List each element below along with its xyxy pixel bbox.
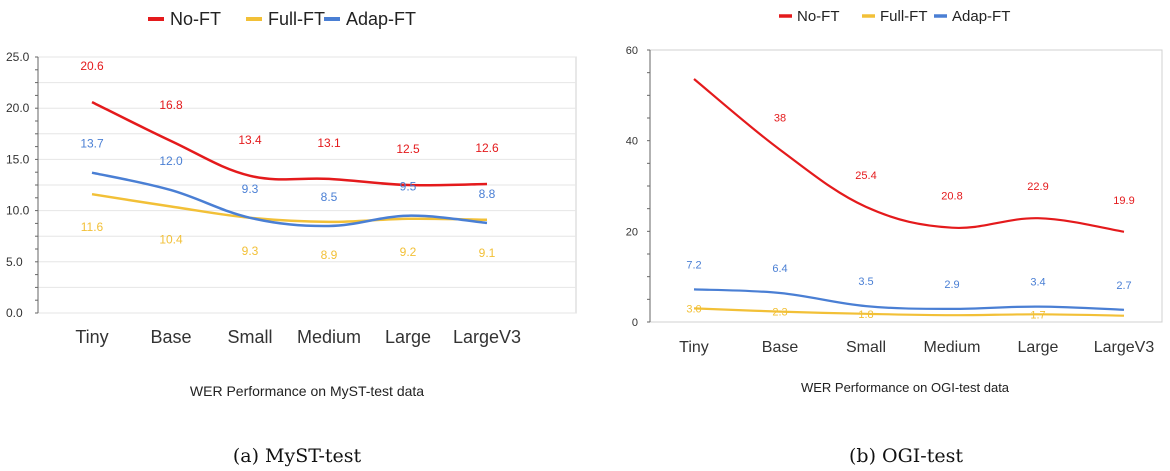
- chart-a-legend: No-FT Full-FT Adap-FT: [148, 9, 416, 29]
- chart-b-legend-label: No-FT: [797, 8, 840, 25]
- chart-a-y-tick-label: 20.0: [6, 101, 30, 115]
- chart-b-data-label: 2.7: [1116, 280, 1131, 292]
- chart-a-subcaption: (a) MyST-test: [233, 445, 362, 467]
- chart-a-y-tick-label: 25.0: [6, 50, 30, 64]
- chart-b-data-label: 7.2: [686, 259, 701, 271]
- chart-a-series-line-adap-ft: [91, 171, 488, 228]
- chart-a-data-label: 9.3: [242, 182, 259, 196]
- chart-b-legend: No-FT Full-FT Adap-FT: [779, 8, 1010, 25]
- chart-a-data-label: 20.6: [80, 59, 104, 73]
- chart-b-data-label: 3.0: [686, 303, 701, 315]
- chart-a-data-labels: 20.6 16.8 13.4 13.1 12.5 12.6 11.6 10.4 9.3 8.9 9.…: [80, 59, 499, 262]
- chart-b-legend-label: Adap-FT: [952, 8, 1010, 25]
- chart-a-data-label: 13.7: [80, 137, 104, 151]
- chart-a-x-tick-label: Tiny: [75, 327, 108, 347]
- chart-a-data-label: 13.1: [317, 136, 341, 150]
- chart-b-data-label: 25.4: [855, 170, 876, 182]
- chart-a-title: WER Performance on MyST-test data: [190, 383, 424, 399]
- chart-a-y-ticks: 0.0 5.0 10.0 15.0 20.0 25.0: [6, 50, 38, 320]
- chart-a-y-tick-label: 15.0: [6, 152, 30, 166]
- chart-b-x-ticks: Tiny Base Small Medium Large LargeV3: [679, 339, 1154, 356]
- chart-a-data-label: 9.5: [400, 180, 417, 194]
- chart-b-data-label: 20.8: [941, 191, 962, 203]
- chart-a-y-tick-label: 0.0: [6, 306, 23, 320]
- chart-b-x-tick-label: Large: [1018, 339, 1059, 356]
- chart-a-gridlines: [38, 56, 576, 314]
- chart-a-y-tick-label: 10.0: [6, 204, 30, 218]
- chart-b-x-tick-label: Small: [846, 339, 886, 356]
- chart-b-plot-frame: [649, 49, 1163, 323]
- chart-b-series-line-adap-ft: [693, 288, 1125, 311]
- chart-a-data-label: 12.6: [475, 141, 499, 155]
- chart-b-data-label: 2.3: [772, 307, 787, 319]
- chart-a-data-label: 8.8: [479, 187, 496, 201]
- chart-b-data-label: 3.4: [1030, 277, 1045, 289]
- chart-b-x-tick-label: Base: [762, 339, 799, 356]
- chart-a-x-tick-label: Large: [385, 327, 431, 347]
- chart-a-x-ticks: Tiny Base Small Medium Large LargeV3: [75, 327, 521, 347]
- chart-a: 0.0 5.0 10.0 15.0 20.0 25.0 Tiny Base Small Medi…: [6, 9, 577, 467]
- chart-b-data-label: 1.7: [1030, 309, 1045, 321]
- chart-a-data-label: 8.5: [321, 190, 338, 204]
- chart-b-series-line-full-ft: [693, 307, 1125, 317]
- chart-b-data-label: 6.4: [772, 263, 787, 275]
- chart-a-x-tick-label: LargeV3: [453, 327, 521, 347]
- chart-a-legend-label: Full-FT: [268, 9, 325, 29]
- chart-a-series: [91, 100, 488, 228]
- chart-a-data-label: 11.6: [81, 220, 104, 234]
- chart-a-series-line-full-ft: [91, 192, 488, 224]
- chart-b-y-tick-label: 0: [632, 317, 638, 329]
- chart-b-data-labels: 38 25.4 20.8 22.9 19.9 3.0 2.3 1.8 1.7 7.2 6.4 3.5 2…: [686, 113, 1134, 322]
- chart-a-data-label: 8.9: [321, 248, 338, 262]
- chart-b-data-label: 1.8: [858, 309, 873, 321]
- chart-b-y-tick-label: 60: [626, 45, 638, 57]
- chart-b-x-tick-label: LargeV3: [1094, 339, 1155, 356]
- chart-b-y-ticks: 0 20 40 60: [626, 45, 650, 329]
- chart-a-data-label: 16.8: [159, 98, 183, 112]
- chart-a-series-line-no-ft: [91, 100, 488, 187]
- chart-a-legend-label: No-FT: [170, 9, 221, 29]
- chart-a-data-label: 9.1: [479, 246, 496, 260]
- chart-a-data-label: 13.4: [238, 133, 262, 147]
- chart-b-data-label: 38: [774, 113, 786, 125]
- chart-b-title: WER Performance on OGI-test data: [801, 380, 1010, 395]
- chart-b-series-line-no-ft: [693, 78, 1125, 233]
- chart-b-y-tick-label: 40: [626, 136, 638, 148]
- chart-b-data-label: 2.9: [944, 279, 959, 291]
- chart-a-legend-label: Adap-FT: [346, 9, 416, 29]
- chart-b-subcaption: (b) OGI-test: [849, 445, 963, 467]
- chart-b-y-tick-label: 20: [626, 226, 638, 238]
- chart-a-data-label: 9.2: [400, 245, 417, 259]
- chart-b-x-tick-label: Medium: [924, 339, 981, 356]
- chart-a-data-label: 10.4: [159, 233, 183, 247]
- chart-a-data-label: 12.5: [396, 142, 420, 156]
- chart-b-x-tick-label: Tiny: [679, 339, 709, 356]
- chart-b-data-label: 3.5: [858, 276, 873, 288]
- chart-a-x-tick-label: Base: [150, 327, 191, 347]
- chart-a-x-tick-label: Small: [227, 327, 272, 347]
- chart-b-data-label: 19.9: [1113, 195, 1134, 207]
- chart-b-legend-label: Full-FT: [880, 8, 928, 25]
- chart-a-data-label: 9.3: [242, 244, 259, 258]
- chart-a-x-tick-label: Medium: [297, 327, 361, 347]
- chart-b-series: [693, 78, 1125, 317]
- chart-a-y-tick-label: 5.0: [6, 255, 23, 269]
- chart-a-data-label: 12.0: [159, 154, 183, 168]
- chart-b-data-label: 22.9: [1027, 181, 1048, 193]
